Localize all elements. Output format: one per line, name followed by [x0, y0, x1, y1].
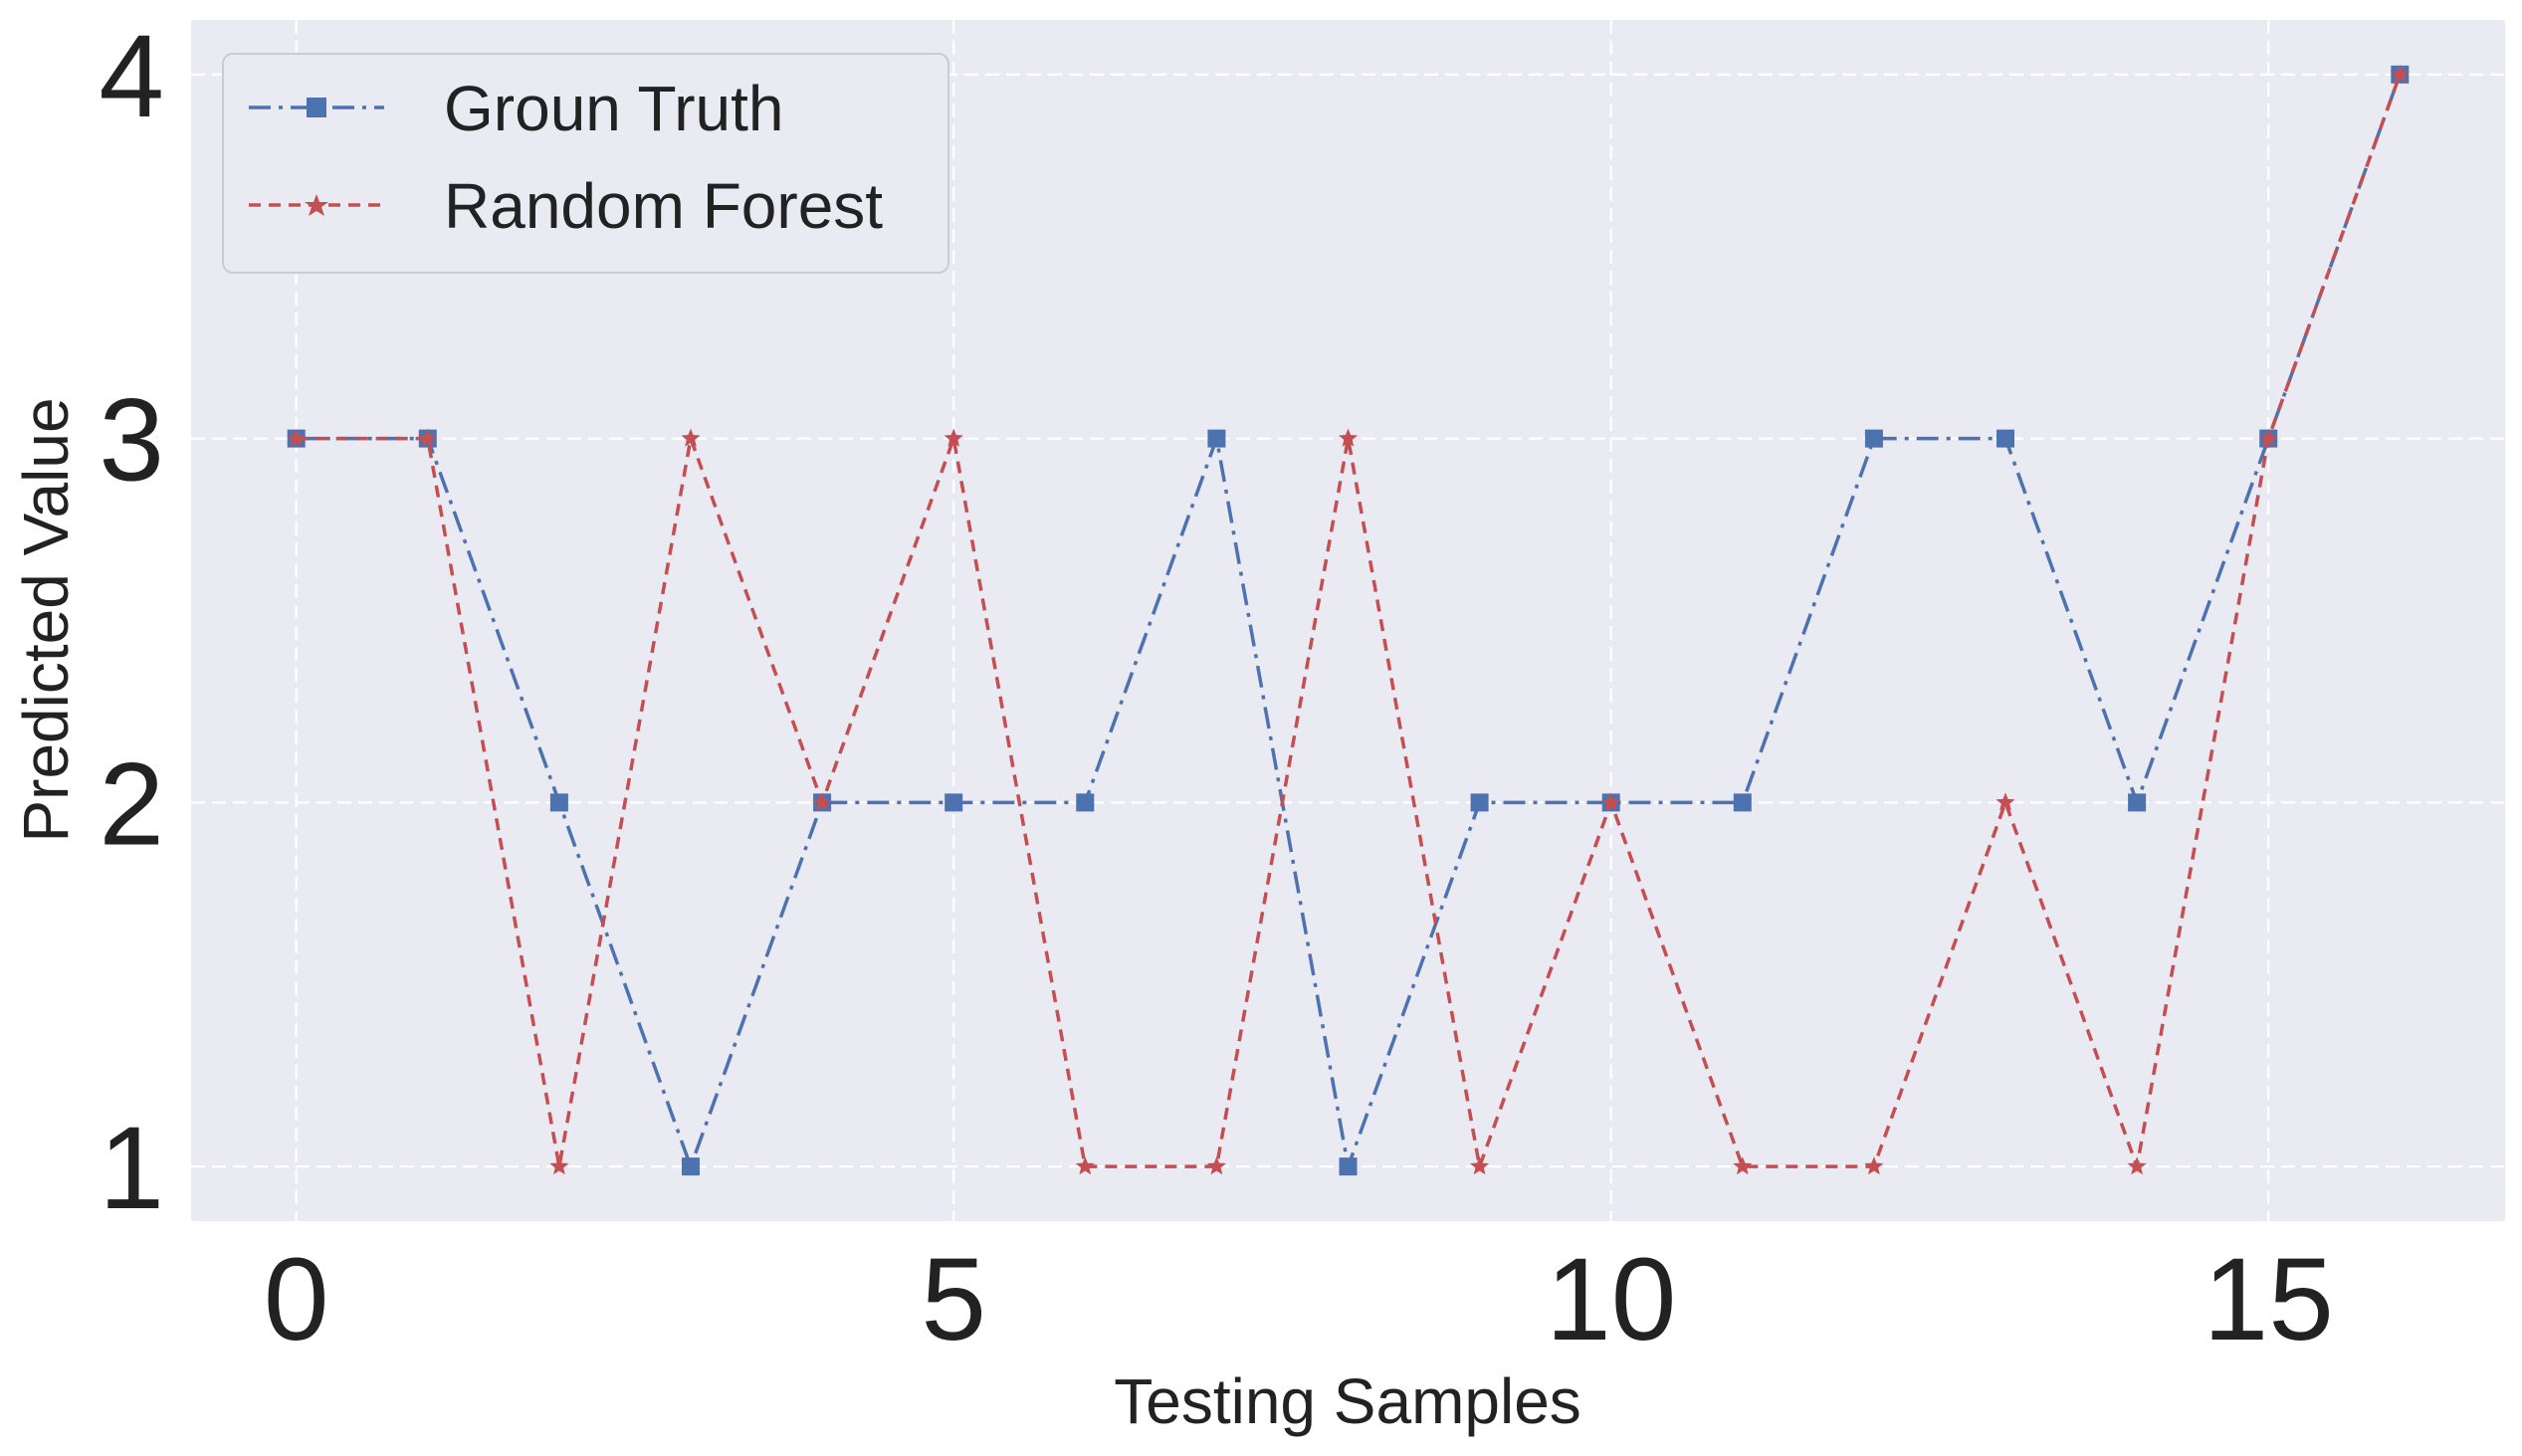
data-point-groun-truth	[549, 793, 568, 812]
legend: Groun Truth Random Forest	[222, 53, 949, 274]
data-point-random-forest	[1601, 792, 1621, 811]
data-point-groun-truth	[2128, 793, 2147, 812]
x-tick-label: 10	[1546, 1234, 1676, 1365]
y-tick-label: 4	[99, 11, 164, 142]
y-tick-label: 2	[99, 738, 164, 870]
legend-item-groun-truth: Groun Truth	[249, 73, 784, 144]
data-point-groun-truth	[1864, 429, 1883, 448]
data-point-groun-truth	[681, 1157, 700, 1176]
data-point-random-forest	[1206, 1156, 1226, 1175]
data-point-random-forest	[2127, 1156, 2147, 1175]
data-point-random-forest	[1338, 428, 1359, 447]
data-point-random-forest	[1996, 792, 2015, 811]
data-point-random-forest	[1864, 1156, 1884, 1175]
series-random-forest	[287, 64, 2410, 1175]
data-point-random-forest	[1733, 1156, 1753, 1175]
series-line-random-forest	[296, 74, 2402, 1168]
data-point-random-forest	[1470, 1156, 1490, 1175]
legend-groun-truth-marker	[307, 98, 326, 117]
data-point-groun-truth	[1470, 793, 1489, 812]
data-point-random-forest	[2258, 428, 2278, 447]
y-tick-label: 3	[99, 375, 164, 507]
data-point-random-forest	[812, 792, 832, 811]
legend-groun-truth-label: Groun Truth	[444, 73, 784, 144]
x-tick-label: 15	[2204, 1234, 2334, 1365]
legend-box	[222, 53, 949, 274]
data-point-random-forest	[549, 1156, 569, 1175]
data-point-random-forest	[418, 428, 438, 447]
plot-background	[191, 20, 2505, 1221]
legend-random-forest-marker	[305, 194, 328, 216]
data-point-groun-truth	[1997, 429, 2015, 448]
data-point-random-forest	[944, 428, 963, 447]
data-point-groun-truth	[1207, 429, 1226, 448]
y-axis-label: Predicted Value	[10, 397, 82, 842]
data-point-random-forest	[681, 428, 701, 447]
data-point-random-forest	[287, 428, 307, 447]
data-point-random-forest	[1075, 1156, 1095, 1175]
x-axis-label: Testing Samples	[1114, 1365, 1581, 1437]
y-tick-label: 1	[99, 1103, 164, 1234]
tick-labels: 0 5 10 15 1 2 3 4	[99, 11, 2333, 1365]
legend-random-forest-label: Random Forest	[444, 170, 883, 242]
data-point-groun-truth	[1339, 1157, 1358, 1176]
data-point-groun-truth	[1076, 793, 1095, 812]
data-point-groun-truth	[945, 793, 963, 812]
x-tick-label: 0	[264, 1234, 329, 1365]
data-point-groun-truth	[1733, 793, 1752, 812]
x-tick-label: 5	[921, 1234, 986, 1365]
legend-item-random-forest: Random Forest	[249, 170, 883, 242]
data-point-random-forest	[2390, 64, 2410, 83]
series-layer	[287, 64, 2410, 1176]
